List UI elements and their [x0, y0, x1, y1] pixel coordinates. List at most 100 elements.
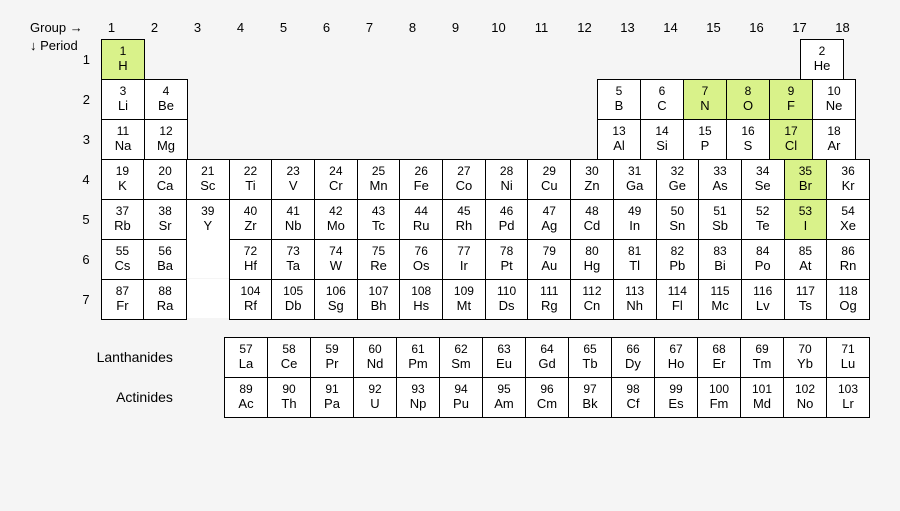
atomic-number: 81	[628, 245, 641, 259]
element-symbol: Ca	[157, 179, 174, 194]
element-cell-ce: 58Ce	[267, 337, 311, 378]
group-number: 2	[133, 20, 176, 39]
element-cell-pu: 94Pu	[439, 377, 483, 418]
element-symbol: Cr	[329, 179, 343, 194]
element-cell-cf: 98Cf	[611, 377, 655, 418]
atomic-number: 116	[753, 285, 772, 299]
element-symbol: I	[804, 219, 808, 234]
atomic-number: 82	[671, 245, 684, 259]
atomic-number: 98	[626, 383, 639, 397]
element-symbol: Sn	[669, 219, 685, 234]
element-cell-u: 92U	[353, 377, 397, 418]
atomic-number: 47	[543, 205, 556, 219]
atomic-number: 37	[116, 205, 129, 219]
element-cell-tl: 81Tl	[613, 239, 657, 280]
element-cell-md: 101Md	[740, 377, 784, 418]
atomic-number: 64	[540, 343, 553, 357]
atomic-number: 22	[244, 165, 257, 179]
lanthanides-label: Lanthanides	[30, 337, 185, 377]
element-symbol: Sb	[712, 219, 728, 234]
element-cell-lv: 116Lv	[741, 279, 785, 320]
atomic-number: 12	[159, 125, 172, 139]
atomic-number: 42	[329, 205, 342, 219]
empty-cell	[187, 79, 229, 118]
element-symbol: Cl	[785, 139, 797, 154]
element-cell-hg: 80Hg	[570, 239, 614, 280]
element-symbol: Fl	[672, 299, 683, 314]
element-symbol: Tl	[629, 259, 640, 274]
atomic-number: 73	[286, 245, 299, 259]
element-cell-sg: 106Sg	[314, 279, 358, 320]
atomic-number: 67	[669, 343, 682, 357]
atomic-number: 74	[329, 245, 342, 259]
element-symbol: Ti	[245, 179, 255, 194]
element-cell-db: 105Db	[271, 279, 315, 320]
element-cell-br: 35Br	[784, 159, 828, 200]
period-row: 537Rb38Sr39Y40Zr41Nb42Mo43Tc44Ru45Rh46Pd…	[30, 199, 870, 240]
element-symbol: Hg	[584, 259, 601, 274]
element-symbol: Kr	[842, 179, 855, 194]
element-cell-am: 95Am	[482, 377, 526, 418]
element-cell-zr: 40Zr	[229, 199, 273, 240]
element-symbol: Gd	[538, 357, 555, 372]
atomic-number: 43	[372, 205, 385, 219]
element-symbol: Tm	[753, 357, 772, 372]
atomic-number: 115	[710, 285, 729, 299]
element-symbol: Zr	[244, 219, 256, 234]
element-symbol: La	[239, 357, 253, 372]
atomic-number: 71	[841, 343, 854, 357]
element-symbol: Mg	[157, 139, 175, 154]
atomic-number: 29	[543, 165, 556, 179]
element-cell-k: 19K	[101, 159, 145, 200]
atomic-number: 61	[411, 343, 424, 357]
period-number: 6	[30, 239, 102, 279]
group-number: 15	[692, 20, 735, 39]
element-cell-po: 84Po	[741, 239, 785, 280]
group-number: 12	[563, 20, 606, 39]
element-cell-mn: 25Mn	[357, 159, 401, 200]
atomic-number: 87	[116, 285, 129, 299]
element-symbol: Ni	[500, 179, 512, 194]
element-cell-na: 11Na	[101, 119, 145, 160]
element-symbol: Tb	[582, 357, 597, 372]
element-cell-nd: 60Nd	[353, 337, 397, 378]
group-number: 14	[649, 20, 692, 39]
element-symbol: N	[700, 99, 709, 114]
element-cell-sm: 62Sm	[439, 337, 483, 378]
atomic-number: 75	[372, 245, 385, 259]
atomic-number: 86	[841, 245, 854, 259]
element-cell-cu: 29Cu	[527, 159, 571, 200]
element-symbol: Ir	[460, 259, 468, 274]
element-cell-sb: 51Sb	[698, 199, 742, 240]
atomic-number: 49	[628, 205, 641, 219]
element-cell-ho: 67Ho	[654, 337, 698, 378]
empty-cell	[351, 119, 393, 158]
atomic-number: 27	[457, 165, 470, 179]
empty-cell	[718, 39, 760, 78]
atomic-number: 20	[158, 165, 171, 179]
element-symbol: Mn	[370, 179, 388, 194]
element-symbol: Pm	[408, 357, 428, 372]
empty-cell	[269, 79, 311, 118]
element-symbol: He	[814, 59, 831, 74]
element-symbol: Rf	[244, 299, 257, 314]
element-cell-fr: 87Fr	[101, 279, 145, 320]
empty-cell	[636, 39, 678, 78]
period-number: 5	[30, 199, 102, 239]
element-cell-zn: 30Zn	[570, 159, 614, 200]
empty-cell	[187, 119, 229, 158]
empty-cell	[433, 119, 475, 158]
atomic-number: 112	[582, 285, 601, 299]
element-symbol: Na	[115, 139, 132, 154]
element-symbol: Hf	[244, 259, 257, 274]
element-cell-os: 76Os	[399, 239, 443, 280]
atomic-number: 53	[799, 205, 812, 219]
lanthanides-row: Lanthanides 57La58Ce59Pr60Nd61Pm62Sm63Eu…	[30, 337, 870, 378]
element-cell-cm: 96Cm	[525, 377, 569, 418]
atomic-number: 96	[540, 383, 553, 397]
atomic-number: 8	[745, 85, 752, 99]
atomic-number: 1	[120, 45, 127, 59]
element-cell-pr: 59Pr	[310, 337, 354, 378]
element-cell-bk: 97Bk	[568, 377, 612, 418]
element-symbol: At	[799, 259, 811, 274]
